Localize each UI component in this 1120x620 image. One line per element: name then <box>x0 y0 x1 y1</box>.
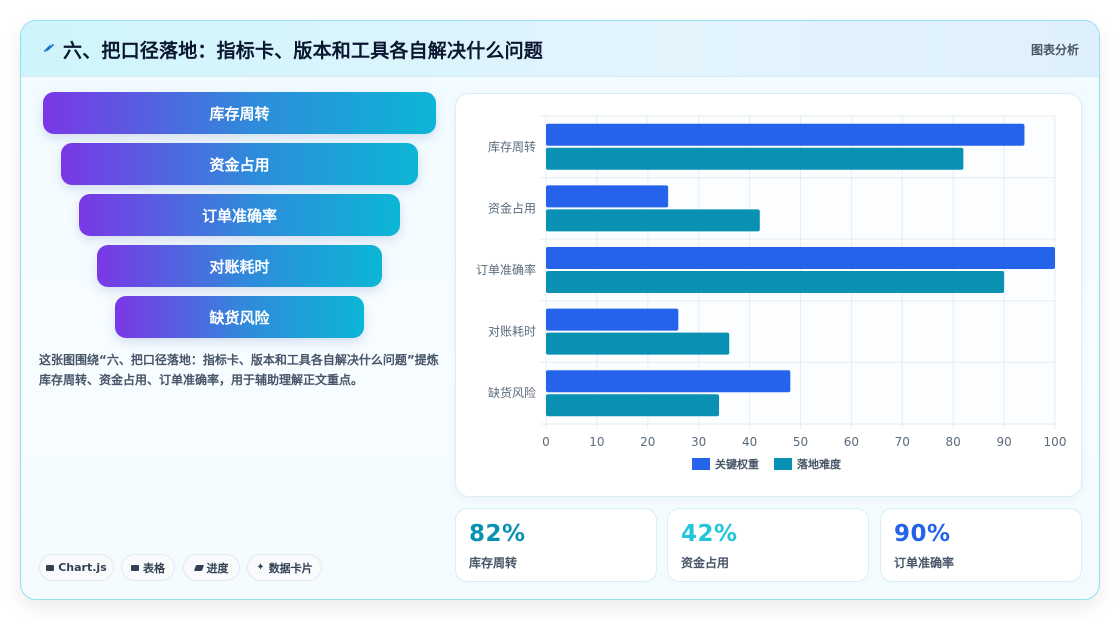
funnel-label: 对账耗时 <box>209 257 270 276</box>
bar-difficulty <box>546 332 730 355</box>
x-tick-label: 60 <box>844 435 859 449</box>
x-tick-label: 20 <box>640 435 655 449</box>
kpi-label: 资金占用 <box>681 556 730 570</box>
y-category-label: 缺货风险 <box>488 385 536 400</box>
legend-swatch <box>692 458 710 470</box>
header-bar: 六、把口径落地：指标卡、版本和工具各自解决什么问题 图表分析 <box>21 21 1099 77</box>
y-category-label: 对账耗时 <box>488 325 536 339</box>
y-category-label: 订单准确率 <box>476 262 536 277</box>
chart-analysis-label: 图表分析 <box>1030 43 1079 57</box>
y-category-label: 库存周转 <box>488 139 536 154</box>
funnel-label: 缺货风险 <box>209 308 270 327</box>
bar-key-weight <box>546 308 679 331</box>
funnel-row: 对账耗时 <box>97 245 382 287</box>
bar-difficulty <box>546 209 760 232</box>
page-title: 六、把口径落地：指标卡、版本和工具各自解决什么问题 <box>63 40 544 62</box>
tag-table[interactable]: 表格 <box>121 554 175 581</box>
kpi-card: 90% 订单准确率 <box>880 508 1082 582</box>
tag-chartjs[interactable]: Chart.js <box>39 554 114 581</box>
bar-difficulty <box>546 394 720 417</box>
description-text: 这张图围绕“六、把口径落地：指标卡、版本和工具各自解决什么问题”提炼库存周转、资… <box>39 353 439 387</box>
bar-key-weight <box>546 123 1025 146</box>
funnel-label: 资金占用 <box>209 155 270 174</box>
bar-key-weight <box>546 247 1055 269</box>
x-tick-label: 40 <box>742 435 757 449</box>
progress-icon <box>193 564 204 571</box>
funnel-label: 库存周转 <box>209 104 270 123</box>
tag-label: Chart.js <box>58 561 107 574</box>
y-category-label: 资金占用 <box>488 200 536 215</box>
kpi-label: 订单准确率 <box>894 556 955 570</box>
tag-label: 数据卡片 <box>268 561 313 575</box>
sparkle-icon: ✦ <box>256 562 265 573</box>
funnel-label: 订单准确率 <box>201 206 277 225</box>
x-tick-label: 50 <box>793 435 808 449</box>
lightning-icon <box>44 44 54 52</box>
x-tick-label: 90 <box>996 435 1011 449</box>
bar-difficulty <box>546 147 964 170</box>
funnel-row: 订单准确率 <box>79 194 400 236</box>
main-card: 六、把口径落地：指标卡、版本和工具各自解决什么问题 图表分析 库存周转 资金占用… <box>20 20 1100 600</box>
bar-key-weight <box>546 370 791 393</box>
x-tick-label: 100 <box>1044 435 1067 449</box>
bar-chart: 0 10 20 30 40 50 60 70 80 90 100 库存周转资金占用订单准确率对账耗时缺… <box>476 115 1067 471</box>
funnel-row: 资金占用 <box>61 143 418 185</box>
chart-icon <box>46 564 55 571</box>
funnel-row: 库存周转 <box>43 92 436 134</box>
tag-label: 进度 <box>206 561 229 575</box>
legend-swatch <box>774 458 792 470</box>
legend-label: 落地难度 <box>797 457 842 471</box>
kpi-value: 90% <box>894 521 951 547</box>
bar-key-weight <box>546 185 669 208</box>
funnel-row: 缺货风险 <box>115 296 364 338</box>
chart-panel: 0 10 20 30 40 50 60 70 80 90 100 库存周转资金占用订单准确率对账耗时缺… <box>455 93 1082 497</box>
tag-data-card[interactable]: ✦ 数据卡片 <box>247 554 322 581</box>
x-tick-label: 80 <box>946 435 961 449</box>
kpi-label: 库存周转 <box>469 556 518 570</box>
kpi-value: 42% <box>681 521 738 547</box>
kpi-card: 42% 资金占用 <box>667 508 869 582</box>
bar-difficulty <box>546 271 1005 293</box>
x-tick-label: 0 <box>542 435 550 449</box>
table-icon <box>131 564 139 571</box>
tag-progress[interactable]: 进度 <box>183 554 240 581</box>
kpi-card: 82% 库存周转 <box>455 508 657 582</box>
x-tick-label: 70 <box>895 435 910 449</box>
x-tick-label: 30 <box>691 435 706 449</box>
tag-label: 表格 <box>143 561 165 575</box>
kpi-value: 82% <box>469 521 526 547</box>
x-tick-label: 10 <box>589 435 604 449</box>
legend-label: 关键权重 <box>715 457 759 471</box>
